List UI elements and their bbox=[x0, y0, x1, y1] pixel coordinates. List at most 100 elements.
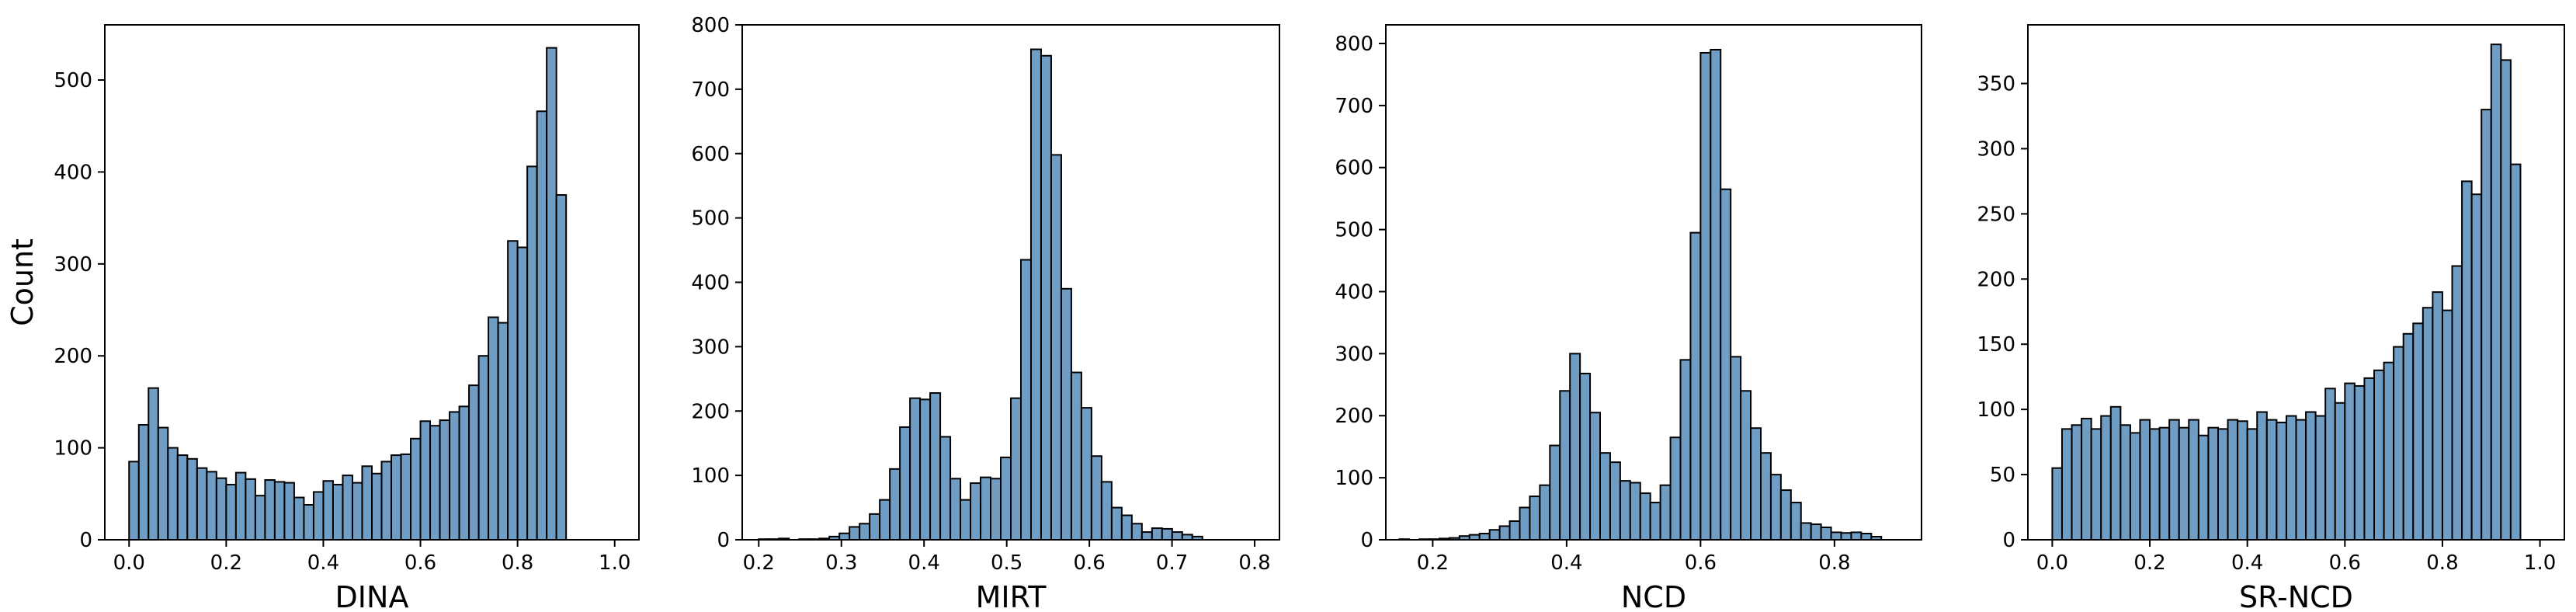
histogram-bar bbox=[2363, 377, 2376, 541]
x-tick-label: 0.8 bbox=[502, 551, 533, 575]
y-tick-label: 400 bbox=[1335, 280, 1373, 304]
histogram-bar bbox=[2276, 421, 2287, 541]
histogram-bar bbox=[859, 523, 871, 541]
y-tick-label: 600 bbox=[1335, 157, 1373, 180]
histogram-bar bbox=[2373, 369, 2385, 541]
histogram-bar bbox=[1769, 474, 1782, 541]
histogram-bar bbox=[2227, 419, 2239, 541]
histogram-bar bbox=[283, 482, 295, 541]
histogram-bar bbox=[1539, 484, 1551, 541]
histogram-bar bbox=[2109, 405, 2122, 541]
y-tick-label: 0 bbox=[2002, 529, 2015, 552]
histogram-bar bbox=[1171, 531, 1183, 541]
histogram-bar bbox=[400, 453, 412, 541]
histogram-bar bbox=[960, 499, 972, 541]
axes-frame bbox=[2027, 24, 2565, 541]
histogram-bar bbox=[1689, 231, 1702, 541]
histogram-bar bbox=[1710, 48, 1722, 541]
x-tick-label: 0.8 bbox=[1818, 551, 1850, 575]
histogram-bar bbox=[1488, 529, 1501, 541]
histogram-bar bbox=[419, 420, 432, 541]
histogram-bar bbox=[157, 426, 169, 541]
histogram-bar bbox=[2451, 265, 2463, 541]
histogram-bar bbox=[990, 478, 1002, 541]
y-tick-label: 800 bbox=[1335, 33, 1373, 56]
histogram-bar bbox=[1498, 525, 1511, 541]
histogram-bar bbox=[361, 465, 373, 541]
x-tick-label: 0.4 bbox=[2231, 551, 2263, 575]
histogram-bar bbox=[1579, 372, 1592, 541]
histogram-bar bbox=[458, 405, 470, 541]
histogram-bar bbox=[1478, 533, 1491, 541]
x-tick-label: 0.5 bbox=[991, 551, 1022, 575]
histogram-bar bbox=[245, 478, 256, 541]
histogram-bar bbox=[2178, 426, 2190, 541]
y-tick-label: 100 bbox=[691, 464, 730, 488]
histogram-bar bbox=[322, 480, 334, 541]
histogram-bar bbox=[838, 532, 851, 541]
y-tick-label: 500 bbox=[691, 207, 730, 231]
x-tick-label: 0.2 bbox=[743, 551, 775, 575]
histogram-bar bbox=[332, 483, 344, 541]
x-tick-label: 0.6 bbox=[1685, 551, 1717, 575]
histogram-bar bbox=[2344, 382, 2356, 541]
y-tick-label: 300 bbox=[1335, 343, 1373, 366]
histogram-bar bbox=[939, 436, 952, 541]
histogram-bar bbox=[1140, 531, 1153, 541]
histogram-bar bbox=[2149, 428, 2161, 541]
histogram-bar bbox=[2393, 346, 2404, 541]
histogram-bar bbox=[1080, 407, 1092, 541]
y-tick-label: 100 bbox=[1977, 398, 2015, 422]
histogram-bar bbox=[1790, 502, 1802, 541]
histogram-bar bbox=[2402, 332, 2415, 541]
histogram-bar bbox=[391, 454, 402, 541]
histogram-bar bbox=[206, 471, 217, 541]
x-tick-label: 0.6 bbox=[404, 551, 436, 575]
y-tick-label: 700 bbox=[691, 78, 730, 102]
histogram-bar bbox=[1629, 482, 1641, 541]
histogram-bar bbox=[1110, 506, 1123, 541]
histogram-bar bbox=[1029, 48, 1042, 541]
histogram-bar bbox=[167, 447, 179, 541]
histogram-panel-sr-ncd: 0.0 0.2 0.4 0.6 0.8 1.0 0 50 100 150 200 250 300 350 S… bbox=[1977, 24, 2565, 612]
histogram-bar bbox=[2051, 467, 2063, 541]
histogram-bar bbox=[2119, 424, 2131, 541]
histogram-bar bbox=[1730, 356, 1742, 541]
y-tick-label: 200 bbox=[54, 345, 92, 368]
histogram-bar bbox=[2481, 109, 2492, 541]
histogram-bar bbox=[2188, 419, 2199, 541]
histogram-bar bbox=[2509, 163, 2522, 541]
histogram-bar bbox=[2256, 411, 2268, 541]
histogram-bar bbox=[869, 513, 881, 541]
y-tick-label: 100 bbox=[54, 437, 92, 461]
histogram-bar bbox=[2314, 415, 2327, 541]
histogram-bar bbox=[2383, 361, 2395, 541]
histogram-bar bbox=[2470, 193, 2483, 541]
histogram-bar bbox=[293, 496, 305, 541]
histogram-bar bbox=[1720, 188, 1732, 541]
histogram-bar bbox=[980, 476, 992, 541]
histogram-bar bbox=[889, 468, 901, 541]
x-tick-label: 0.2 bbox=[2133, 551, 2165, 575]
histogram-panel-dina: 0.0 0.2 0.4 0.6 0.8 1.0 0 100 200 300 400 500 DINA Co… bbox=[5, 24, 640, 612]
histogram-bar bbox=[1619, 480, 1631, 541]
x-tick-label: 0.3 bbox=[825, 551, 857, 575]
histogram-bar bbox=[1860, 533, 1873, 541]
y-tick-label: 200 bbox=[691, 400, 730, 423]
x-tick-label: 0.0 bbox=[113, 551, 145, 575]
y-tick-label: 500 bbox=[1335, 219, 1373, 242]
histogram-bar bbox=[196, 467, 208, 541]
histogram-bar bbox=[186, 457, 198, 541]
histogram-bar bbox=[1810, 523, 1822, 541]
histogram-bar bbox=[879, 499, 891, 541]
histogram-bar bbox=[1850, 531, 1863, 541]
x-tick-label: 0.4 bbox=[1550, 551, 1582, 575]
y-tick-label: 0 bbox=[717, 529, 730, 552]
y-tick-label: 250 bbox=[1977, 203, 2015, 226]
histogram-bar bbox=[264, 479, 276, 541]
histogram-bar bbox=[225, 483, 237, 541]
histogram-bar bbox=[1699, 51, 1712, 541]
histogram-bar bbox=[254, 495, 266, 541]
histogram-bar bbox=[2217, 428, 2229, 541]
histogram-bar bbox=[497, 322, 509, 541]
